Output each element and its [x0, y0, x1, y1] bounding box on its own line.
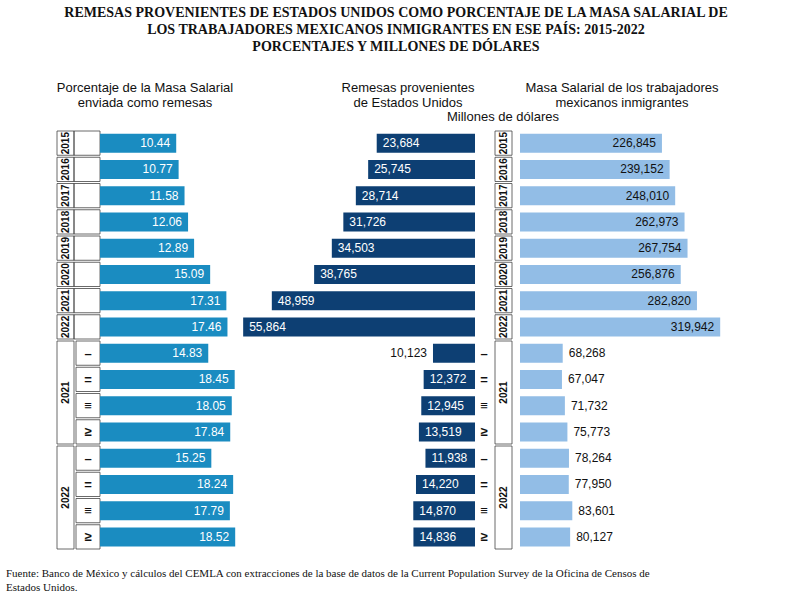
svg-text:78,264: 78,264 — [575, 451, 612, 465]
svg-text:Estados Unidos.: Estados Unidos. — [6, 581, 78, 593]
svg-text:83,601: 83,601 — [578, 504, 615, 518]
svg-text:319,942: 319,942 — [671, 320, 715, 334]
svg-text:2019: 2019 — [498, 237, 509, 260]
svg-text:256,876: 256,876 — [631, 267, 675, 281]
svg-text:2015: 2015 — [60, 132, 71, 155]
svg-text:–: – — [84, 451, 91, 466]
svg-text:≡: ≡ — [480, 503, 488, 518]
svg-text:2021: 2021 — [498, 381, 509, 404]
svg-text:2016: 2016 — [498, 158, 509, 181]
svg-text:14.83: 14.83 — [172, 346, 202, 360]
svg-text:≥: ≥ — [84, 424, 91, 439]
svg-text:mexicanos inmigrantes: mexicanos inmigrantes — [556, 95, 689, 110]
svg-text:17.84: 17.84 — [194, 425, 224, 439]
svg-text:14,870: 14,870 — [419, 504, 456, 518]
svg-text:10.44: 10.44 — [140, 136, 170, 150]
svg-text:LOS TRABAJADORES MEXICANOS INM: LOS TRABAJADORES MEXICANOS INMIGRANTES E… — [147, 21, 645, 37]
svg-text:10.77: 10.77 — [143, 162, 173, 176]
svg-text:267,754: 267,754 — [638, 241, 682, 255]
svg-text:2022: 2022 — [60, 486, 71, 509]
svg-text:2015: 2015 — [498, 132, 509, 155]
svg-text:262,973: 262,973 — [635, 215, 679, 229]
svg-text:14,220: 14,220 — [422, 477, 459, 491]
svg-text:PORCENTAJES Y MILLONES DE DÓLA: PORCENTAJES Y MILLONES DE DÓLARES — [252, 38, 540, 54]
svg-text:12.89: 12.89 — [158, 241, 188, 255]
svg-text:11,938: 11,938 — [431, 451, 467, 465]
svg-text:80,127: 80,127 — [576, 530, 613, 544]
svg-text:≥: ≥ — [84, 529, 91, 544]
svg-text:68,268: 68,268 — [569, 346, 606, 360]
svg-text:18.52: 18.52 — [199, 530, 229, 544]
svg-text:31,726: 31,726 — [349, 215, 386, 229]
svg-text:11.58: 11.58 — [149, 189, 178, 203]
svg-text:2021: 2021 — [60, 289, 71, 312]
svg-text:71,732: 71,732 — [571, 399, 608, 413]
svg-text:15.09: 15.09 — [174, 267, 204, 281]
svg-text:13,519: 13,519 — [425, 425, 462, 439]
svg-text:de Estados Unidos: de Estados Unidos — [353, 95, 463, 110]
svg-text:12,372: 12,372 — [430, 372, 467, 386]
svg-text:–: – — [480, 451, 487, 466]
svg-text:–: – — [480, 346, 487, 361]
svg-text:48,959: 48,959 — [278, 294, 315, 308]
svg-text:226,845: 226,845 — [613, 136, 657, 150]
svg-text:34,503: 34,503 — [338, 241, 375, 255]
svg-text:2016: 2016 — [60, 158, 71, 181]
svg-text:2022: 2022 — [498, 315, 509, 338]
svg-text:Millones de dólares: Millones de dólares — [447, 109, 560, 124]
svg-text:25,745: 25,745 — [374, 162, 411, 176]
svg-text:23,684: 23,684 — [383, 136, 420, 150]
svg-text:2021: 2021 — [498, 289, 509, 312]
svg-text:17.46: 17.46 — [191, 320, 221, 334]
svg-text:67,047: 67,047 — [568, 372, 605, 386]
svg-text:2022: 2022 — [60, 315, 71, 338]
svg-text:38,765: 38,765 — [320, 267, 357, 281]
svg-text:≡: ≡ — [480, 398, 488, 413]
svg-text:=: = — [480, 477, 488, 492]
svg-text:18.45: 18.45 — [199, 372, 229, 386]
svg-text:≥: ≥ — [480, 529, 487, 544]
svg-text:248,010: 248,010 — [626, 189, 670, 203]
svg-text:Fuente: Banco de México y cálc: Fuente: Banco de México y cálculos del C… — [6, 567, 650, 579]
svg-text:2019: 2019 — [60, 237, 71, 260]
svg-text:18.05: 18.05 — [196, 399, 226, 413]
svg-text:2018: 2018 — [60, 210, 71, 233]
svg-text:239,152: 239,152 — [620, 162, 664, 176]
svg-text:=: = — [480, 372, 488, 387]
svg-text:77,950: 77,950 — [575, 477, 612, 491]
svg-text:2020: 2020 — [498, 263, 509, 286]
svg-text:≡: ≡ — [84, 503, 92, 518]
svg-text:=: = — [84, 477, 92, 492]
svg-text:2017: 2017 — [60, 184, 71, 207]
svg-text:Masa Salarial de los trabajado: Masa Salarial de los trabajadores — [526, 80, 719, 95]
svg-text:18.24: 18.24 — [197, 477, 227, 491]
svg-text:12,945: 12,945 — [427, 399, 464, 413]
svg-text:282,820: 282,820 — [648, 294, 692, 308]
svg-text:Remesas provenientes: Remesas provenientes — [342, 80, 475, 95]
svg-text:14,836: 14,836 — [419, 530, 456, 544]
svg-text:28,714: 28,714 — [362, 189, 399, 203]
svg-text:2017: 2017 — [498, 184, 509, 207]
svg-text:17.79: 17.79 — [194, 504, 224, 518]
svg-text:12.06: 12.06 — [152, 215, 182, 229]
svg-text:15.25: 15.25 — [175, 451, 205, 465]
svg-text:55,864: 55,864 — [249, 320, 286, 334]
svg-text:2020: 2020 — [60, 263, 71, 286]
svg-text:2022: 2022 — [498, 486, 509, 509]
svg-text:–: – — [84, 346, 91, 361]
svg-text:2021: 2021 — [60, 381, 71, 404]
svg-text:17.31: 17.31 — [190, 294, 220, 308]
svg-text:REMESAS PROVENIENTES DE ESTADO: REMESAS PROVENIENTES DE ESTADOS UNIDOS C… — [64, 5, 727, 20]
svg-text:≡: ≡ — [84, 398, 92, 413]
svg-text:Porcentaje de la Masa Salarial: Porcentaje de la Masa Salarial — [57, 80, 233, 95]
svg-text:enviada como remesas: enviada como remesas — [78, 95, 213, 110]
svg-text:75,773: 75,773 — [573, 425, 610, 439]
svg-text:=: = — [84, 372, 92, 387]
svg-text:≥: ≥ — [480, 424, 487, 439]
svg-text:2018: 2018 — [498, 210, 509, 233]
svg-text:10,123: 10,123 — [390, 346, 427, 360]
